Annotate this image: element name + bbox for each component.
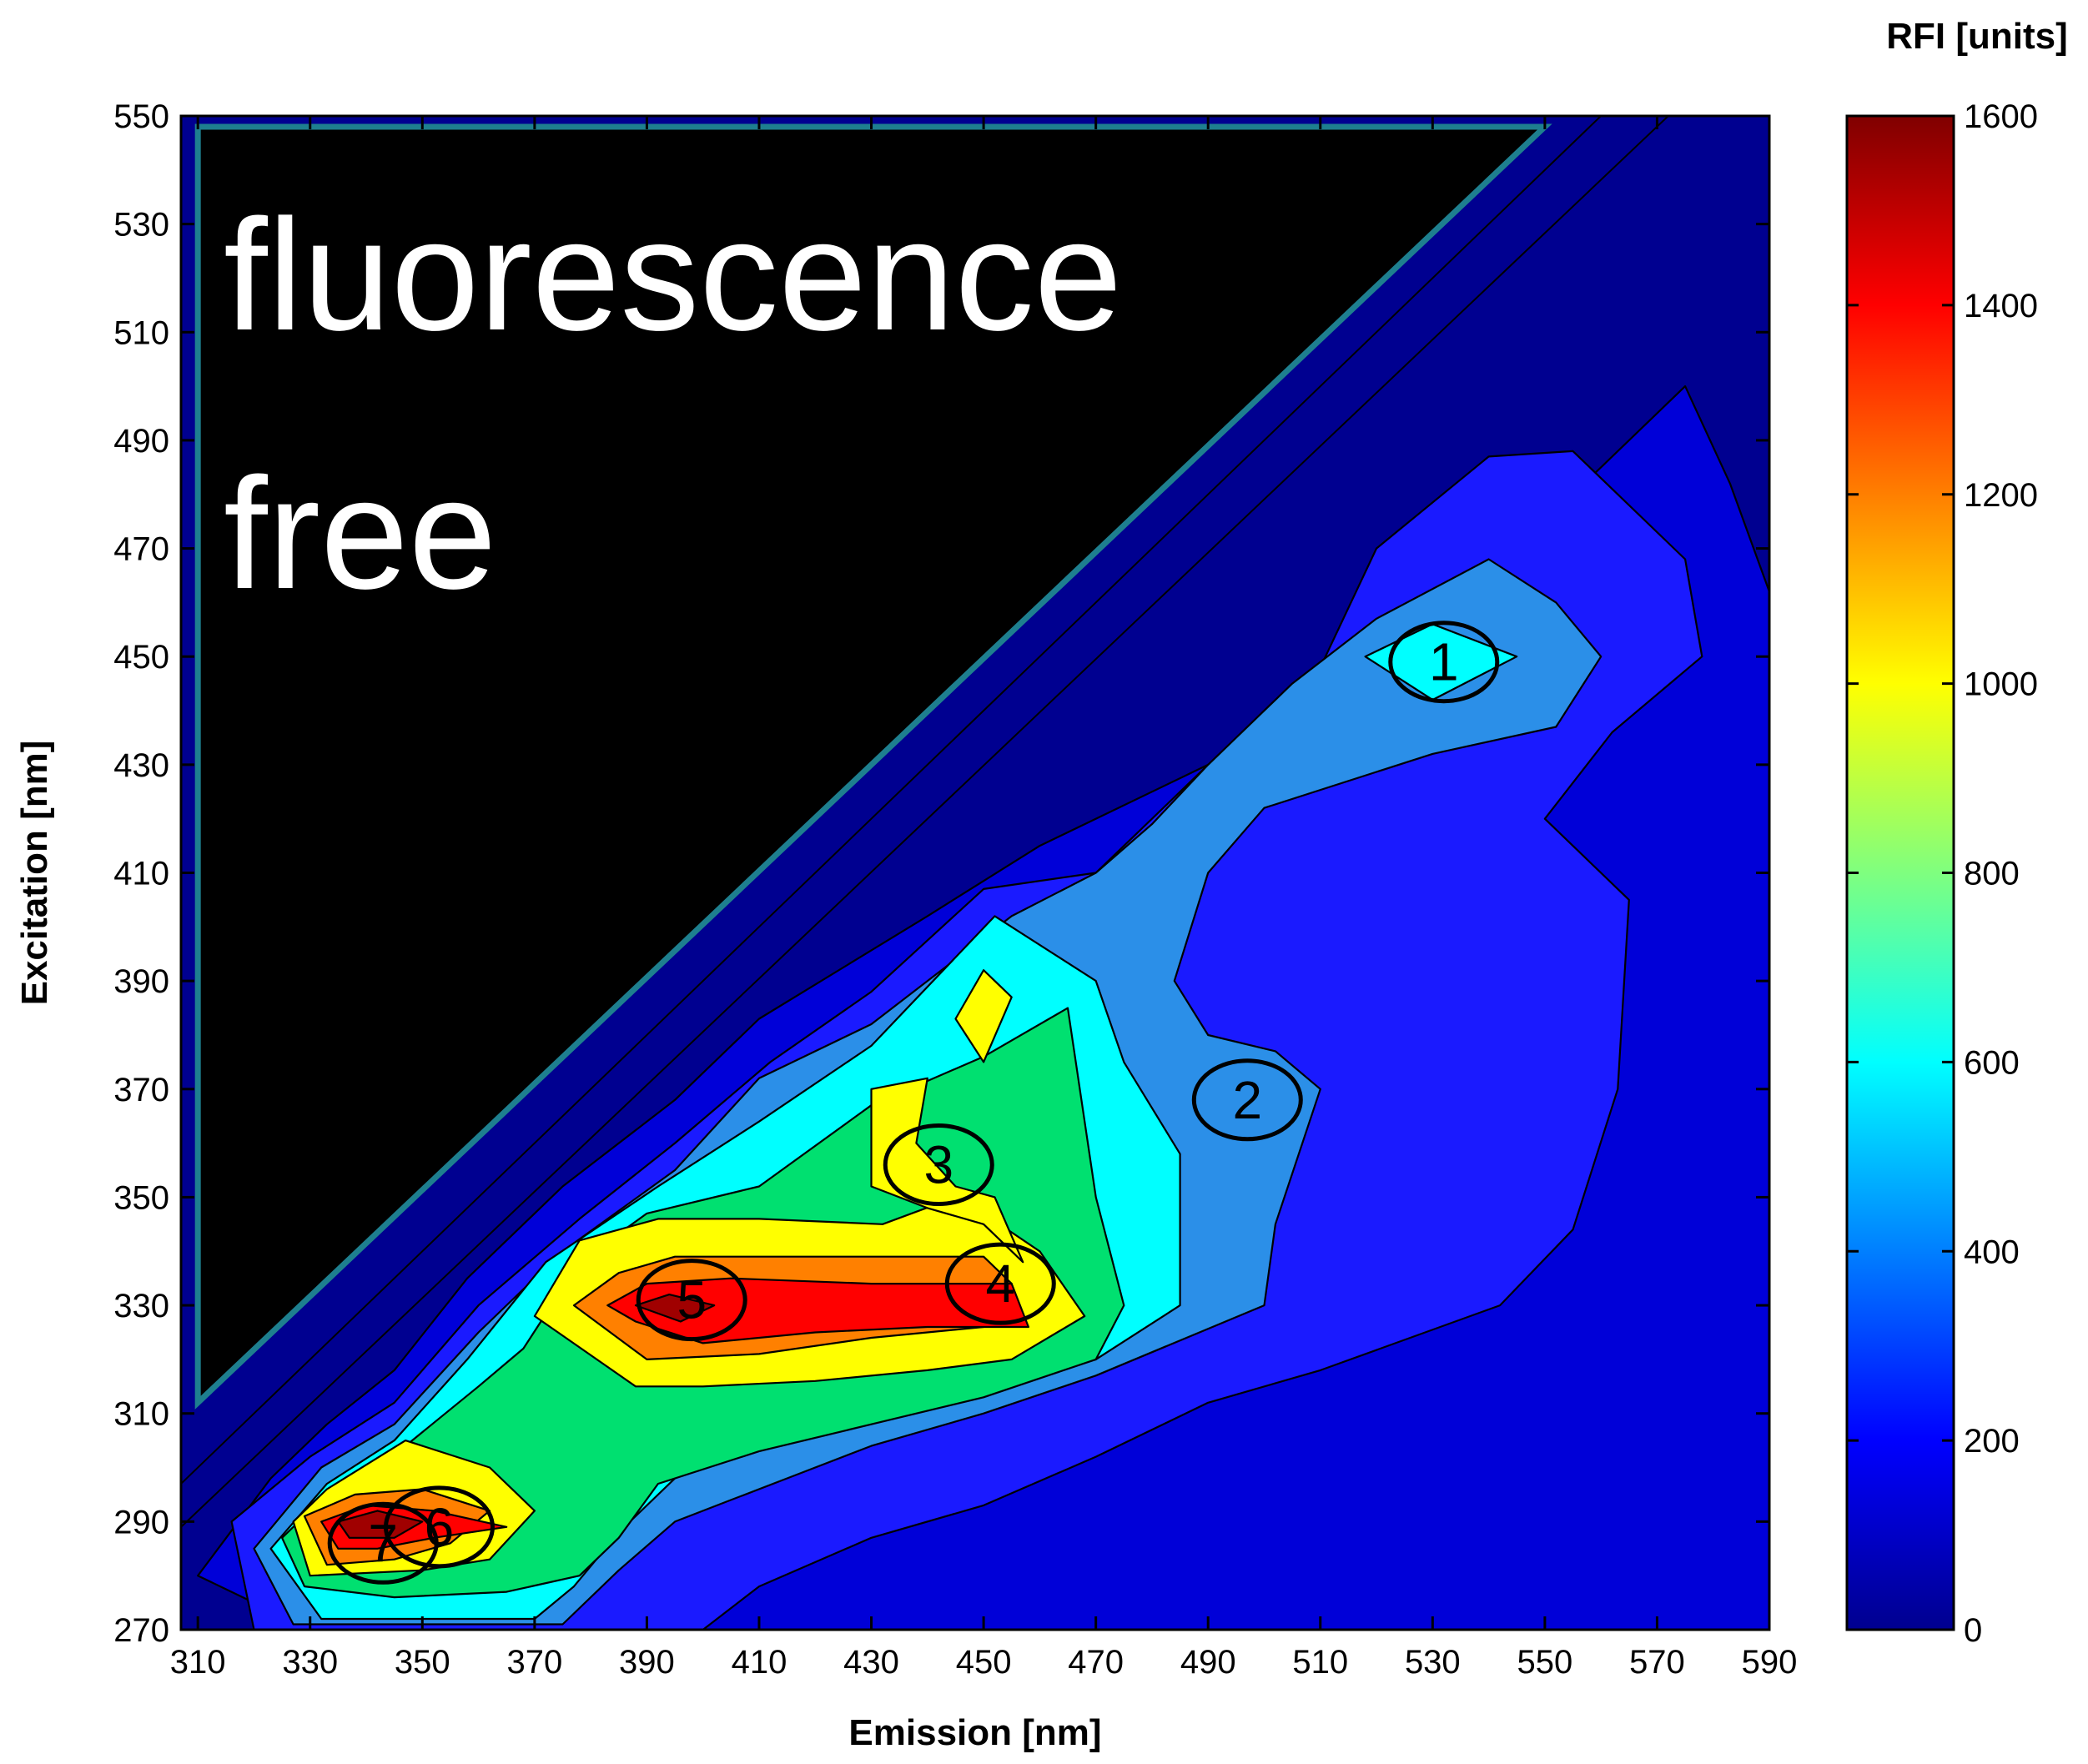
y-tick-label: 410	[113, 856, 169, 892]
peak-7-ellipse	[327, 1501, 439, 1585]
colorbar-tick-label: 200	[1964, 1423, 2020, 1460]
y-tick-label: 530	[113, 207, 169, 244]
x-tick-label: 510	[1292, 1644, 1348, 1681]
contour-regions	[181, 116, 1769, 1630]
y-tick-label: 450	[113, 639, 169, 676]
y-tick-label: 490	[113, 423, 169, 460]
peak-5-label: 5	[677, 1270, 707, 1330]
x-axis-ticks: 310 330 350 370 390 410 430 450 470 490 510 530 550 5…	[170, 116, 1798, 1681]
peak-1-ellipse	[1388, 621, 1500, 704]
contour-level-1000	[954, 969, 1013, 1063]
contour-level-1400	[606, 1277, 1030, 1344]
peak-3-ellipse	[883, 1123, 994, 1207]
peak-4-ellipse	[944, 1242, 1056, 1325]
peak-7-label: 7	[368, 1513, 398, 1573]
y-tick-label: 370	[113, 1072, 169, 1108]
y-tick-label: 290	[113, 1504, 169, 1540]
colorbar-tick-label: 400	[1964, 1234, 2020, 1270]
y-tick-label: 470	[113, 531, 169, 568]
peak-markers: 1 2 34 5 67	[327, 621, 1500, 1585]
colorbar-label: RFI [units]	[1886, 16, 2068, 57]
peak-2-label: 2	[1233, 1070, 1263, 1130]
colorbar-tick-label: 0	[1964, 1612, 1982, 1649]
colorbar-tick-label: 1400	[1964, 288, 2038, 324]
colorbar-frame	[1845, 114, 1955, 1631]
y-tick-label: 390	[113, 963, 169, 1000]
peak-3-label: 3	[923, 1135, 953, 1195]
plot-area: fluorescence free 1 2 34 5 67	[179, 114, 1771, 1631]
peak-2-ellipse	[1191, 1058, 1303, 1142]
fluorescence-free-label-line1: fluorescence	[224, 187, 1122, 364]
x-tick-label: 590	[1742, 1644, 1798, 1681]
x-tick-label: 570	[1629, 1644, 1685, 1681]
fluorescence-free-label-line2: free	[224, 445, 496, 622]
fluorescence-free-region: fluorescence free	[194, 123, 1552, 1410]
y-tick-label: 550	[113, 98, 169, 135]
y-axis-title: Excitation [nm]	[14, 741, 55, 1006]
contour-level-600	[1364, 623, 1518, 701]
x-tick-label: 450	[956, 1644, 1012, 1681]
x-tick-label: 490	[1180, 1644, 1236, 1681]
x-tick-label: 550	[1517, 1644, 1573, 1681]
colorbar-tick-label: 600	[1964, 1044, 2020, 1081]
scatter-line-2	[181, 116, 1669, 1528]
x-tick-label: 530	[1405, 1644, 1461, 1681]
x-tick-label: 410	[732, 1644, 787, 1681]
peak-5-ellipse	[636, 1259, 747, 1342]
y-tick-label: 350	[113, 1179, 169, 1216]
colorbar-tick-label: 1200	[1964, 477, 2038, 514]
peak-6-label: 6	[425, 1497, 455, 1557]
colorbar: 0 200 400 600 800 1000 1200 1400 1600 RFI [units…	[1845, 16, 2068, 1649]
y-tick-label: 430	[113, 747, 169, 784]
colorbar-tick-label: 1600	[1964, 98, 2038, 135]
x-tick-label: 310	[170, 1644, 226, 1681]
peak-6-ellipse	[383, 1485, 495, 1569]
scatter-line-1	[181, 116, 1602, 1485]
x-tick-label: 330	[282, 1644, 338, 1681]
x-tick-label: 350	[395, 1644, 450, 1681]
y-tick-label: 310	[113, 1396, 169, 1433]
colorbar-gradient	[1847, 116, 1954, 1630]
x-tick-label: 390	[619, 1644, 675, 1681]
y-axis-ticks: 270 290 310 330 350 370 390 410 430 450 470 490 510 5…	[113, 98, 1769, 1649]
x-tick-label: 370	[506, 1644, 562, 1681]
colorbar-tick-label: 800	[1964, 856, 2020, 892]
y-tick-label: 330	[113, 1288, 169, 1324]
x-tick-label: 470	[1068, 1644, 1124, 1681]
y-tick-label: 510	[113, 314, 169, 351]
peak-1-label: 1	[1429, 632, 1459, 692]
y-tick-label: 270	[113, 1612, 169, 1649]
x-axis-title: Emission [nm]	[848, 1712, 1101, 1753]
colorbar-tick-label: 1000	[1964, 666, 2038, 703]
x-tick-label: 430	[843, 1644, 899, 1681]
colorbar-ticks: 0 200 400 600 800 1000 1200 1400 1600	[1847, 98, 2038, 1649]
contour-level-1550	[634, 1293, 716, 1323]
peak-4-label: 4	[985, 1254, 1015, 1314]
